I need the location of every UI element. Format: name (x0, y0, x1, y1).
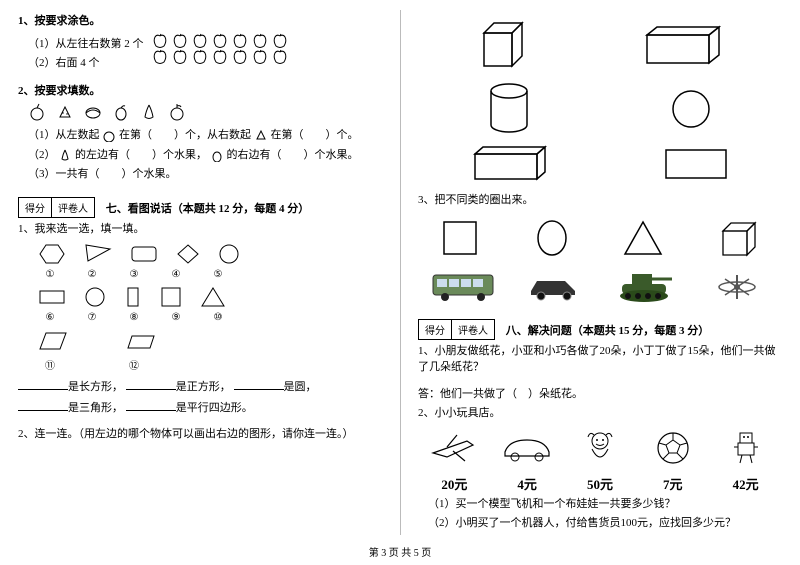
toys-row (418, 428, 782, 468)
bus-icon (429, 267, 499, 307)
plane-icon (702, 267, 772, 307)
column-divider (400, 10, 401, 535)
toy-car-icon (492, 428, 562, 468)
section7-title: 七、看图说话（本题共 12 分，每题 4 分） (106, 203, 310, 215)
s8-q2: 2、小小玩具店。 (418, 405, 782, 422)
nums-row2: ⑥⑦⑧⑨⑩ (38, 312, 382, 323)
s7-q2: 2、连一连。（用左边的哪个物体可以画出右边的图形，请你连一连。） (18, 426, 382, 443)
score-b: 评卷人 (51, 198, 94, 217)
circle-icon (666, 84, 716, 134)
fill-line2: 是三角形， 是平行四边形。 (18, 399, 382, 417)
q2-sub3: （3）一共有（ ）个水果。 (28, 166, 382, 183)
solids-row1 (418, 18, 782, 73)
cuboid2-icon (469, 144, 559, 184)
nums-row3: ⑪⑫ (38, 357, 382, 372)
toy-plane-icon (419, 428, 489, 468)
left-column: 1、按要求涂色。 （1）从左往右数第 2 个 （2）右面 4 个 (0, 0, 400, 540)
cuboid-icon (639, 23, 729, 68)
vehicles-row (418, 267, 782, 307)
doll-icon (565, 428, 635, 468)
car-icon (520, 267, 590, 307)
s8-sub2: （2）小明买了一个机器人，付给售货员100元，应找回多少元？ (428, 515, 782, 532)
s8-q1: 1、小朋友做纸花，小亚和小巧各做了20朵，小丁丁做了15朵，他们一共做了几朵纸花… (418, 343, 782, 376)
right-column: 3、把不同类的圈出来。 得分评卷人 八、解决问题（本题共 15 分，每题 3 分… (400, 0, 800, 540)
solids-row3 (418, 144, 782, 184)
tank-icon (611, 267, 681, 307)
score8-a: 得分 (419, 320, 451, 339)
q2s2a: （2） (28, 149, 56, 161)
q2s2b: 的左边有（ ）个水果， (75, 149, 207, 161)
s8-ans: 答：他们一共做了（ ）朵纸花。 (418, 386, 782, 403)
q2s1c: 在第（ ）个。 (271, 129, 359, 141)
cylinder-icon (484, 81, 534, 136)
shapes-row3 (38, 329, 382, 353)
q2-sub1: （1）从左数起 在第（ ）个，从右数起 在第（ ）个。 (28, 127, 382, 144)
rectangle-icon (661, 144, 731, 184)
fruit-row (28, 103, 382, 121)
apple-grid (152, 33, 288, 65)
robot-icon (711, 428, 781, 468)
q2-title: 2、按要求填数。 (18, 83, 382, 100)
q1-sub1: （1）从左往右数第 2 个 (28, 36, 144, 53)
score-box-7: 得分评卷人 (18, 197, 95, 218)
price-row: 20元 4元 50元 7元 42元 (418, 474, 782, 493)
cube-icon (472, 18, 532, 73)
s8-sub1: （1）买一个模型飞机和一个布娃娃一共要多少钱？ (428, 496, 782, 513)
s7-q1: 1、我来选一选，填一填。 (18, 221, 382, 238)
score8-b: 评卷人 (451, 320, 494, 339)
q2-sub2: （2） 的左边有（ ）个水果， 的右边有（ ）个水果。 (28, 147, 382, 164)
ball-icon (638, 428, 708, 468)
q2s1b: 在第（ ）个，从右数起 (119, 129, 251, 141)
fill-line1: 是长方形， 是正方形， 是圆， (18, 378, 382, 396)
shapes-row2 (38, 286, 382, 308)
section8-title: 八、解决问题（本题共 15 分，每题 3 分） (506, 325, 710, 337)
score-a: 得分 (19, 198, 51, 217)
q2s1a: （1）从左数起 (28, 129, 100, 141)
q1-sub2: （2）右面 4 个 (28, 55, 144, 72)
score-box-8: 得分评卷人 (418, 319, 495, 340)
page-footer: 第 3 页 共 5 页 (0, 544, 800, 559)
q3-title: 3、把不同类的圈出来。 (418, 192, 782, 209)
q2s2c: 的右边有（ ）个水果。 (227, 149, 359, 161)
nums-row1: ①②③④⑤ (38, 269, 382, 280)
shapes-row1 (38, 243, 382, 265)
q3-shapes (418, 217, 782, 259)
solids-row2 (418, 81, 782, 136)
q1-title: 1、按要求涂色。 (18, 13, 382, 30)
